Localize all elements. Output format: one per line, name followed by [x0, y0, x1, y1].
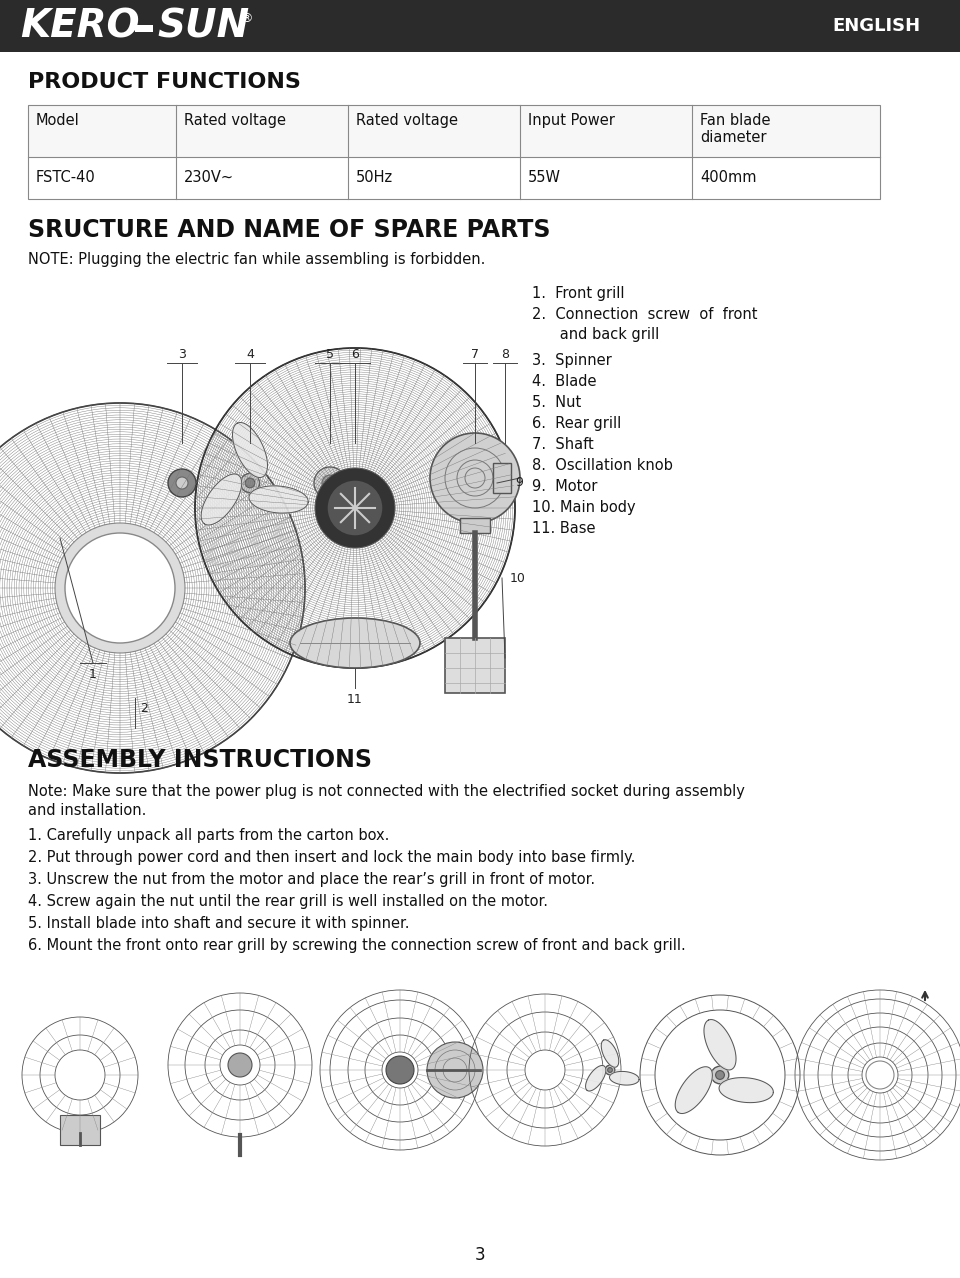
Text: ASSEMBLY INSTRUCTIONS: ASSEMBLY INSTRUCTIONS [28, 748, 372, 772]
Text: 4. Screw again the nut until the rear grill is well installed on the motor.: 4. Screw again the nut until the rear gr… [28, 895, 548, 909]
Text: 3: 3 [178, 349, 186, 362]
Polygon shape [586, 1066, 606, 1091]
Text: 8: 8 [501, 349, 509, 362]
Polygon shape [704, 1020, 736, 1070]
Text: 6.  Rear grill: 6. Rear grill [532, 417, 621, 431]
Text: FSTC-40: FSTC-40 [36, 170, 96, 185]
Circle shape [711, 1066, 729, 1084]
Text: 11. Base: 11. Base [532, 521, 595, 535]
Text: 6. Mount the front onto rear grill by screwing the connection screw of front and: 6. Mount the front onto rear grill by sc… [28, 938, 685, 953]
Text: Rated voltage: Rated voltage [184, 112, 286, 128]
Text: 5.  Nut: 5. Nut [532, 395, 581, 410]
Text: 8.  Oscillation knob: 8. Oscillation knob [532, 458, 673, 473]
Text: 3. Unscrew the nut from the motor and place the rear’s grill in front of motor.: 3. Unscrew the nut from the motor and pl… [28, 872, 595, 887]
Text: SUN: SUN [157, 8, 250, 46]
Bar [60, 1114, 100, 1145]
Circle shape [65, 533, 175, 643]
Circle shape [427, 1042, 483, 1098]
Text: ®: ® [240, 12, 252, 26]
Bar [28, 105, 880, 157]
Polygon shape [249, 486, 308, 514]
Circle shape [228, 1053, 252, 1077]
Text: 230V~: 230V~ [184, 170, 234, 185]
Bar [493, 463, 511, 493]
Bar [445, 638, 505, 693]
Bar [28, 157, 880, 199]
Text: 5. Install blade into shaft and secure it with spinner.: 5. Install blade into shaft and secure i… [28, 916, 410, 930]
Circle shape [386, 1056, 414, 1084]
Text: and installation.: and installation. [28, 803, 146, 818]
Circle shape [315, 468, 395, 548]
Bar [135, 26, 153, 32]
Circle shape [245, 478, 254, 488]
Circle shape [314, 466, 346, 498]
Text: SRUCTURE AND NAME OF SPARE PARTS: SRUCTURE AND NAME OF SPARE PARTS [28, 219, 550, 242]
Text: 4.  Blade: 4. Blade [532, 374, 596, 389]
Text: 5: 5 [326, 349, 334, 362]
Bar [0, 0, 960, 52]
Text: 6: 6 [351, 349, 359, 362]
Circle shape [866, 1061, 894, 1089]
Circle shape [322, 475, 338, 491]
Circle shape [605, 1065, 614, 1075]
Polygon shape [719, 1077, 774, 1103]
Text: 7.  Shaft: 7. Shaft [532, 437, 593, 452]
Text: 1: 1 [89, 668, 97, 681]
Text: 9: 9 [515, 477, 523, 489]
Text: PRODUCT FUNCTIONS: PRODUCT FUNCTIONS [28, 72, 300, 92]
Circle shape [240, 473, 259, 492]
Text: 10. Main body: 10. Main body [532, 500, 636, 515]
Text: 1. Carefully unpack all parts from the carton box.: 1. Carefully unpack all parts from the c… [28, 828, 390, 843]
Text: Model: Model [36, 112, 80, 128]
Bar [28, 105, 880, 199]
Circle shape [168, 469, 196, 497]
Text: 50Hz: 50Hz [356, 170, 394, 185]
Circle shape [55, 523, 185, 653]
Text: 400mm: 400mm [700, 170, 756, 185]
Text: 3: 3 [474, 1246, 486, 1264]
Text: 9.  Motor: 9. Motor [532, 479, 597, 495]
Text: 2: 2 [140, 702, 148, 714]
Bar [460, 518, 490, 533]
Text: ENGLISH: ENGLISH [832, 17, 920, 35]
Text: 1.  Front grill: 1. Front grill [532, 286, 625, 302]
Text: Input Power: Input Power [528, 112, 614, 128]
Ellipse shape [290, 619, 420, 668]
Text: NOTE: Plugging the electric fan while assembling is forbidden.: NOTE: Plugging the electric fan while as… [28, 252, 486, 267]
Text: 2.  Connection  screw  of  front
      and back grill: 2. Connection screw of front and back gr… [532, 307, 757, 341]
Polygon shape [610, 1071, 639, 1085]
Text: Fan blade
diameter: Fan blade diameter [700, 112, 771, 146]
Text: 7: 7 [471, 349, 479, 362]
Polygon shape [601, 1040, 619, 1067]
Polygon shape [675, 1067, 712, 1113]
Polygon shape [232, 423, 268, 478]
Text: Rated voltage: Rated voltage [356, 112, 458, 128]
Polygon shape [202, 474, 242, 525]
Text: KERO: KERO [20, 8, 139, 46]
Circle shape [176, 477, 188, 489]
Text: 3.  Spinner: 3. Spinner [532, 353, 612, 368]
Circle shape [327, 481, 383, 535]
Text: Note: Make sure that the power plug is not connected with the electrified socket: Note: Make sure that the power plug is n… [28, 783, 745, 799]
Text: 11: 11 [348, 693, 363, 705]
Text: 4: 4 [246, 349, 254, 362]
Circle shape [430, 433, 520, 523]
Text: 10: 10 [510, 571, 526, 584]
Text: 55W: 55W [528, 170, 561, 185]
Circle shape [608, 1067, 612, 1072]
Circle shape [715, 1071, 725, 1080]
Text: 2. Put through power cord and then insert and lock the main body into base firml: 2. Put through power cord and then inser… [28, 850, 636, 865]
